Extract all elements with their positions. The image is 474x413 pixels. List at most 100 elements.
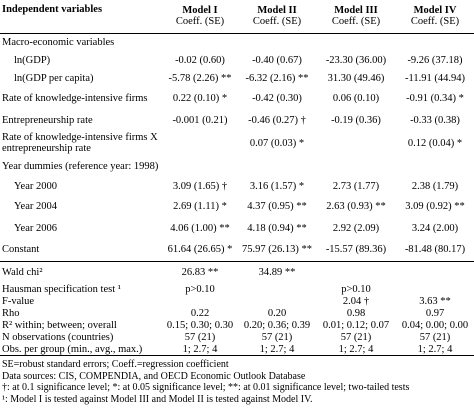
cell: 2.92 (2.09) xyxy=(332,222,380,234)
cell: 0.01; 0.12; 0.07 xyxy=(322,319,390,331)
model-sub: Coeff. (SE) xyxy=(252,16,302,28)
stat-row: N observations (countries) 57 (21) 57 (21)… xyxy=(0,331,474,343)
row-label: F-value xyxy=(2,295,35,307)
cell xyxy=(238,283,316,295)
cell: 0.07 (0.03) * xyxy=(249,137,305,149)
cell: -6.32 (2.16) ** xyxy=(245,72,309,84)
cell: 1; 2.7; 4 xyxy=(338,343,374,355)
cell: -0.02 (0.60) xyxy=(175,54,225,66)
model-header: Model II Coeff. (SE) xyxy=(238,0,316,33)
row-label: Wald chi² xyxy=(2,266,43,278)
row-label: Entrepreneurship rate xyxy=(2,114,93,126)
header-label: Independent variables xyxy=(2,4,103,15)
section-label: Year dummies (reference year: 1998) xyxy=(2,160,159,172)
cell: -0.46 (0.27) † xyxy=(248,114,306,126)
section-label: Macro-economic variables xyxy=(2,36,115,48)
cell: 0.22 (0.10) * xyxy=(172,92,228,104)
row-label: Rho xyxy=(2,307,20,319)
cell: 31.30 (49.46) xyxy=(327,72,385,84)
cell: 75.97 (26.13) ** xyxy=(242,244,312,256)
cell: 2.73 (1.77) xyxy=(332,180,380,192)
cell: 34.89 ** xyxy=(258,266,296,278)
cell: 61.64 (26.65) * xyxy=(167,244,233,256)
results-table: Independent variables Model I Coeff. (SE)… xyxy=(0,0,474,355)
cell xyxy=(316,261,396,283)
cell: 0.06 (0.10) xyxy=(332,92,380,104)
cell: -0.33 (0.38) xyxy=(410,114,460,126)
cell: 3.63 ** xyxy=(419,295,451,307)
cell: 1; 2.7; 4 xyxy=(182,343,218,355)
model-sub: Coeff. (SE) xyxy=(410,16,460,28)
table-body: Independent variables Model I Coeff. (SE)… xyxy=(0,0,474,355)
cell: 2.04 † xyxy=(342,295,370,307)
cell: 0.12 (0.04) * xyxy=(407,137,463,149)
cell: 0.20; 0.36; 0.39 xyxy=(243,319,311,331)
row-label: N observations (countries) xyxy=(2,331,114,343)
cell: 2.69 (1.11) * xyxy=(173,200,227,212)
cell: 4.18 (0.94) ** xyxy=(247,222,307,234)
cell: 0.98 xyxy=(346,307,366,319)
cell xyxy=(316,131,396,155)
table-row: Year 2004 2.69 (1.11) * 4.37 (0.95) ** 2.63… xyxy=(0,195,474,217)
cell: 2.38 (1.79) xyxy=(411,180,459,192)
table-row: ln(GDP per capita) -5.78 (2.26) ** -6.32 (… xyxy=(0,69,474,87)
table-row: Macro-economic variables xyxy=(0,33,474,51)
stat-row: R² within; between; overall 0.15; 0.30; 0… xyxy=(0,319,474,331)
model-name: Model III xyxy=(334,5,378,17)
footnotes: SE=robust standard errors; Coeff.=regres… xyxy=(0,355,474,405)
model-name: Model II xyxy=(257,5,297,17)
footnote: Data sources: CIS, COMPENDIA, and OECD E… xyxy=(2,370,306,382)
model-header: Model IV Coeff. (SE) xyxy=(396,0,474,33)
cell: -15.57 (89.36) xyxy=(325,244,387,256)
cell: p>0.10 xyxy=(341,283,371,295)
row-label: ln(GDP) xyxy=(14,54,51,66)
model-sub: Coeff. (SE) xyxy=(175,16,225,28)
row-label: Rate of knowledge-intensive firms xyxy=(2,92,148,104)
table-row: Rate of knowledge-intensive firms X entr… xyxy=(0,131,474,155)
cell: -0.001 (0.21) xyxy=(172,114,228,126)
cell: p>0.10 xyxy=(185,283,215,295)
table-row: Constant 61.64 (26.65) * 75.97 (26.13) ** -… xyxy=(0,239,474,261)
cell: 26.83 ** xyxy=(181,266,219,278)
row-label: Year 2004 xyxy=(14,200,57,212)
row-label: Year 2006 xyxy=(14,222,57,234)
stat-row: Hausman specification test ¹ p>0.10 p>0.10 xyxy=(0,283,474,295)
cell: 4.37 (0.95) ** xyxy=(247,200,307,212)
cell xyxy=(396,283,474,295)
cell: 57 (21) xyxy=(184,331,216,343)
cell: 4.06 (1.00) ** xyxy=(170,222,230,234)
cell: 3.24 (2.00) xyxy=(411,222,459,234)
row-label: R² within; between; overall xyxy=(2,319,117,331)
cell: 0.97 xyxy=(425,307,445,319)
cell: -81.48 (80.17) xyxy=(404,244,466,256)
cell: -0.91 (0.34) * xyxy=(406,92,464,104)
model-name: Model I xyxy=(182,5,218,17)
cell: -0.42 (0.30) xyxy=(252,92,302,104)
footnote: ¹: Model I is tested against Model III a… xyxy=(2,393,313,405)
row-label: Obs. per group (min., avg., max.) xyxy=(2,343,143,355)
cell: 3.16 (1.57) * xyxy=(249,180,305,192)
stat-row: Wald chi² 26.83 ** 34.89 ** xyxy=(0,261,474,283)
table-row: Year 2006 4.06 (1.00) ** 4.18 (0.94) ** 2.9… xyxy=(0,217,474,239)
cell: -9.26 (37.18) xyxy=(407,54,463,66)
cell: 0.22 xyxy=(190,307,210,319)
footnote: SE=robust standard errors; Coeff.=regres… xyxy=(2,359,229,370)
cell: 57 (21) xyxy=(261,331,293,343)
cell xyxy=(396,261,474,283)
cell xyxy=(162,295,238,307)
cell: 0.15; 0.30; 0.30 xyxy=(166,319,234,331)
footnote: †: at 0.1 significance level; *: at 0.05… xyxy=(2,382,410,393)
cell: 0.20 xyxy=(267,307,287,319)
model-name: Model IV xyxy=(413,5,457,17)
stat-row: F-value 2.04 † 3.63 ** xyxy=(0,295,474,307)
header-row: Independent variables Model I Coeff. (SE)… xyxy=(0,0,474,33)
table-row: Rate of knowledge-intensive firms 0.22 (0… xyxy=(0,87,474,109)
cell xyxy=(162,131,238,155)
table-row: Entrepreneurship rate -0.001 (0.21) -0.46 … xyxy=(0,109,474,131)
row-label: Rate of knowledge-intensive firms X entr… xyxy=(2,132,158,154)
model-header: Model III Coeff. (SE) xyxy=(316,0,396,33)
row-label: Hausman specification test ¹ xyxy=(2,283,121,295)
cell xyxy=(238,295,316,307)
cell: -0.40 (0.67) xyxy=(252,54,302,66)
